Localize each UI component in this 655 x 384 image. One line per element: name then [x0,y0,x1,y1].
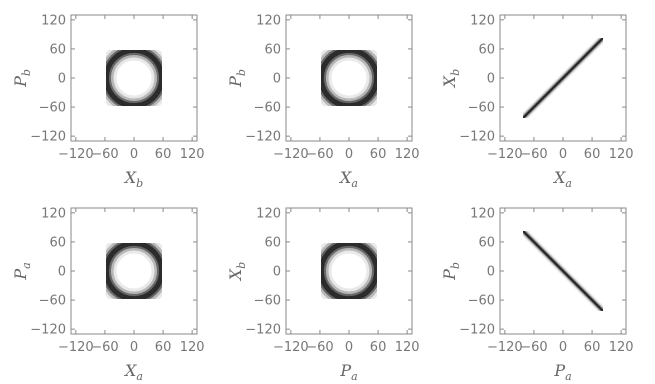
ring-core [103,47,165,109]
x-tick-label: 60 [370,147,387,162]
x-tick-label: −60 [306,147,333,162]
x-axis-label: Xa [338,168,358,190]
x-tick-label: −120 [273,147,309,162]
y-tick-label: −120 [245,323,281,338]
x-tick-label: −120 [58,147,94,162]
y-axis-label: Pb [11,69,33,88]
x-tick-label: 120 [395,340,420,355]
y-tick-label: 0 [273,265,281,280]
y-tick-label: −120 [245,130,281,145]
x-tick-label: −60 [91,147,118,162]
x-tick-label: 120 [180,340,205,355]
x-tick-label: 60 [155,147,172,162]
y-tick-label: 0 [273,72,281,87]
x-tick-label: 60 [370,340,387,355]
x-tick-label: 0 [559,147,567,162]
y-tick-label: 120 [470,206,495,221]
y-tick-label: −120 [459,130,495,145]
y-tick-label: 120 [470,13,495,28]
x-tick-label: 0 [559,340,567,355]
x-tick-label: −120 [487,340,523,355]
y-tick-label: 60 [49,42,66,57]
x-axis-label: Pa [339,361,357,383]
x-axis-label: Xb [123,168,143,190]
y-tick-label: 0 [487,265,495,280]
y-tick-label: 0 [487,72,495,87]
x-tick-label: −120 [273,340,309,355]
x-tick-label: 0 [345,340,353,355]
y-tick-label: −60 [39,294,66,309]
y-tick-label: −60 [39,101,66,116]
plot-frame [285,14,413,142]
x-tick-label: −60 [306,340,333,355]
y-tick-label: −120 [30,130,66,145]
plot-frame [70,14,198,142]
y-tick-label: 60 [478,235,495,250]
y-tick-label: 0 [58,72,66,87]
x-tick-label: 120 [395,147,420,162]
plot-frame [70,207,198,335]
y-axis-label: Xb [226,262,248,282]
y-tick-label: 120 [256,206,281,221]
ring-core [318,47,380,109]
x-tick-label: −60 [91,340,118,355]
x-axis-label: Pa [553,361,571,383]
x-tick-label: −120 [58,340,94,355]
y-tick-label: 120 [41,13,66,28]
density-plot [96,233,172,309]
density-plot [311,40,387,116]
x-axis-label: Xa [123,361,143,383]
x-tick-label: −120 [487,147,523,162]
x-tick-label: 60 [584,340,601,355]
x-tick-label: 120 [609,147,634,162]
x-tick-label: 0 [345,147,353,162]
plot-frame [285,207,413,335]
y-tick-label: −60 [254,101,281,116]
y-tick-label: 120 [256,13,281,28]
x-tick-label: 60 [155,340,172,355]
y-axis-label: Pb [440,262,462,281]
y-tick-label: −60 [254,294,281,309]
y-tick-label: −120 [459,323,495,338]
y-tick-label: −120 [30,323,66,338]
density-plot [96,40,172,116]
x-axis-label: Xa [552,168,572,190]
y-tick-label: −60 [468,101,495,116]
y-axis-label: Pb [226,69,248,88]
x-tick-label: 60 [584,147,601,162]
y-tick-label: −60 [468,294,495,309]
y-tick-label: 60 [264,42,281,57]
ring-core [103,240,165,302]
x-tick-label: 0 [130,147,138,162]
density-plot [519,227,607,315]
density-plot [519,34,607,122]
x-tick-label: 0 [130,340,138,355]
y-tick-label: 60 [49,235,66,250]
y-tick-label: 60 [264,235,281,250]
y-tick-label: 120 [41,206,66,221]
line-band-4 [522,37,604,119]
y-tick-label: 0 [58,265,66,280]
ring-core [318,240,380,302]
y-tick-label: 60 [478,42,495,57]
x-tick-label: 120 [180,147,205,162]
x-tick-label: −60 [520,340,547,355]
y-axis-label: Xb [440,69,462,89]
x-tick-label: −60 [520,147,547,162]
y-axis-label: Pa [11,262,33,280]
line-band-4 [522,230,604,312]
x-tick-label: 120 [609,340,634,355]
density-plot [311,233,387,309]
